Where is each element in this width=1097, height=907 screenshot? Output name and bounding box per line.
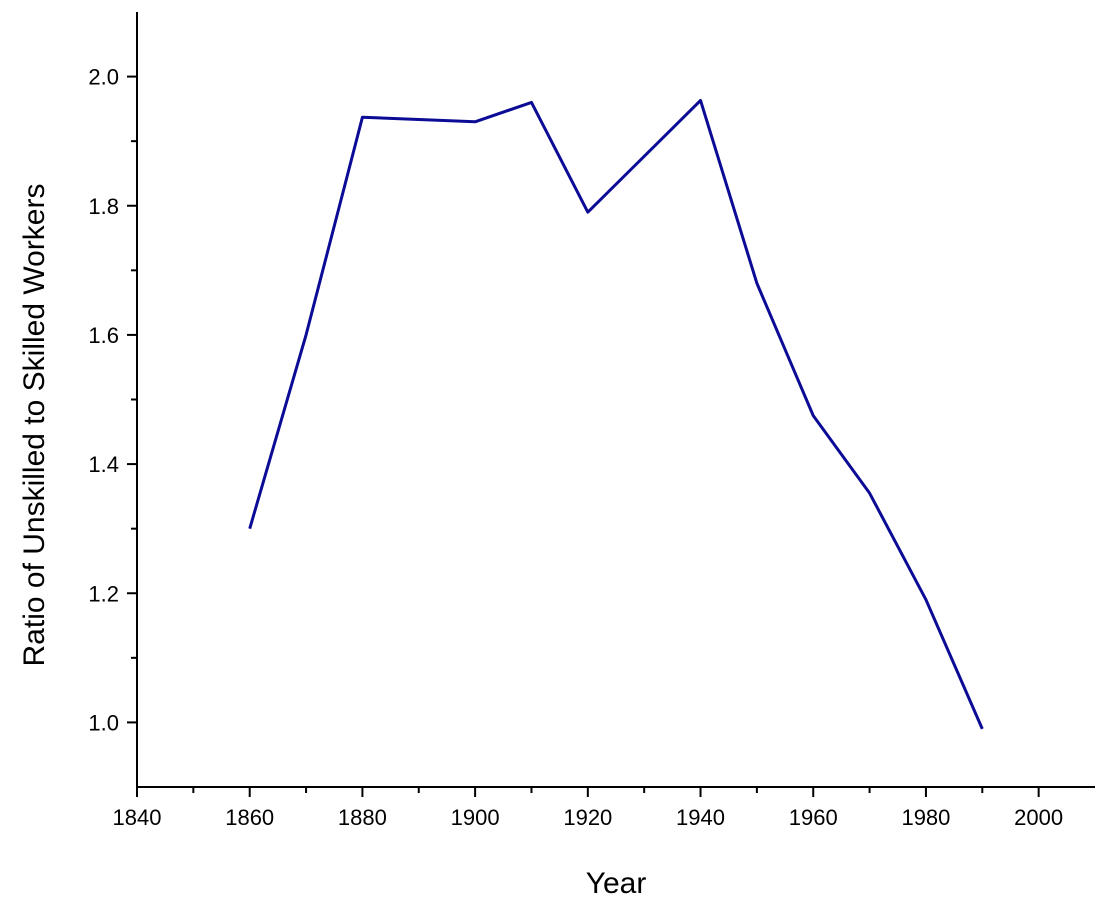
y-tick-label: 1.6 xyxy=(88,323,119,348)
y-tick-label: 1.0 xyxy=(88,710,119,735)
x-tick-label: 2000 xyxy=(1014,805,1063,830)
y-tick-label: 1.2 xyxy=(88,581,119,606)
x-tick-label: 1880 xyxy=(338,805,387,830)
y-tick-label: 2.0 xyxy=(88,65,119,90)
data-line xyxy=(248,98,984,730)
y-tick-label: 1.8 xyxy=(88,194,119,219)
x-tick-label: 1860 xyxy=(225,805,274,830)
x-tick-label: 1980 xyxy=(901,805,950,830)
x-tick-label: 1900 xyxy=(451,805,500,830)
x-tick-label: 1960 xyxy=(789,805,838,830)
x-tick-label: 1920 xyxy=(563,805,612,830)
y-tick-label: 1.4 xyxy=(88,452,119,477)
x-tick-label: 1840 xyxy=(113,805,162,830)
x-tick-label: 1940 xyxy=(676,805,725,830)
x-axis-title: Year xyxy=(586,867,647,900)
y-axis-title: Ratio of Unskilled to Skilled Workers xyxy=(18,184,51,667)
